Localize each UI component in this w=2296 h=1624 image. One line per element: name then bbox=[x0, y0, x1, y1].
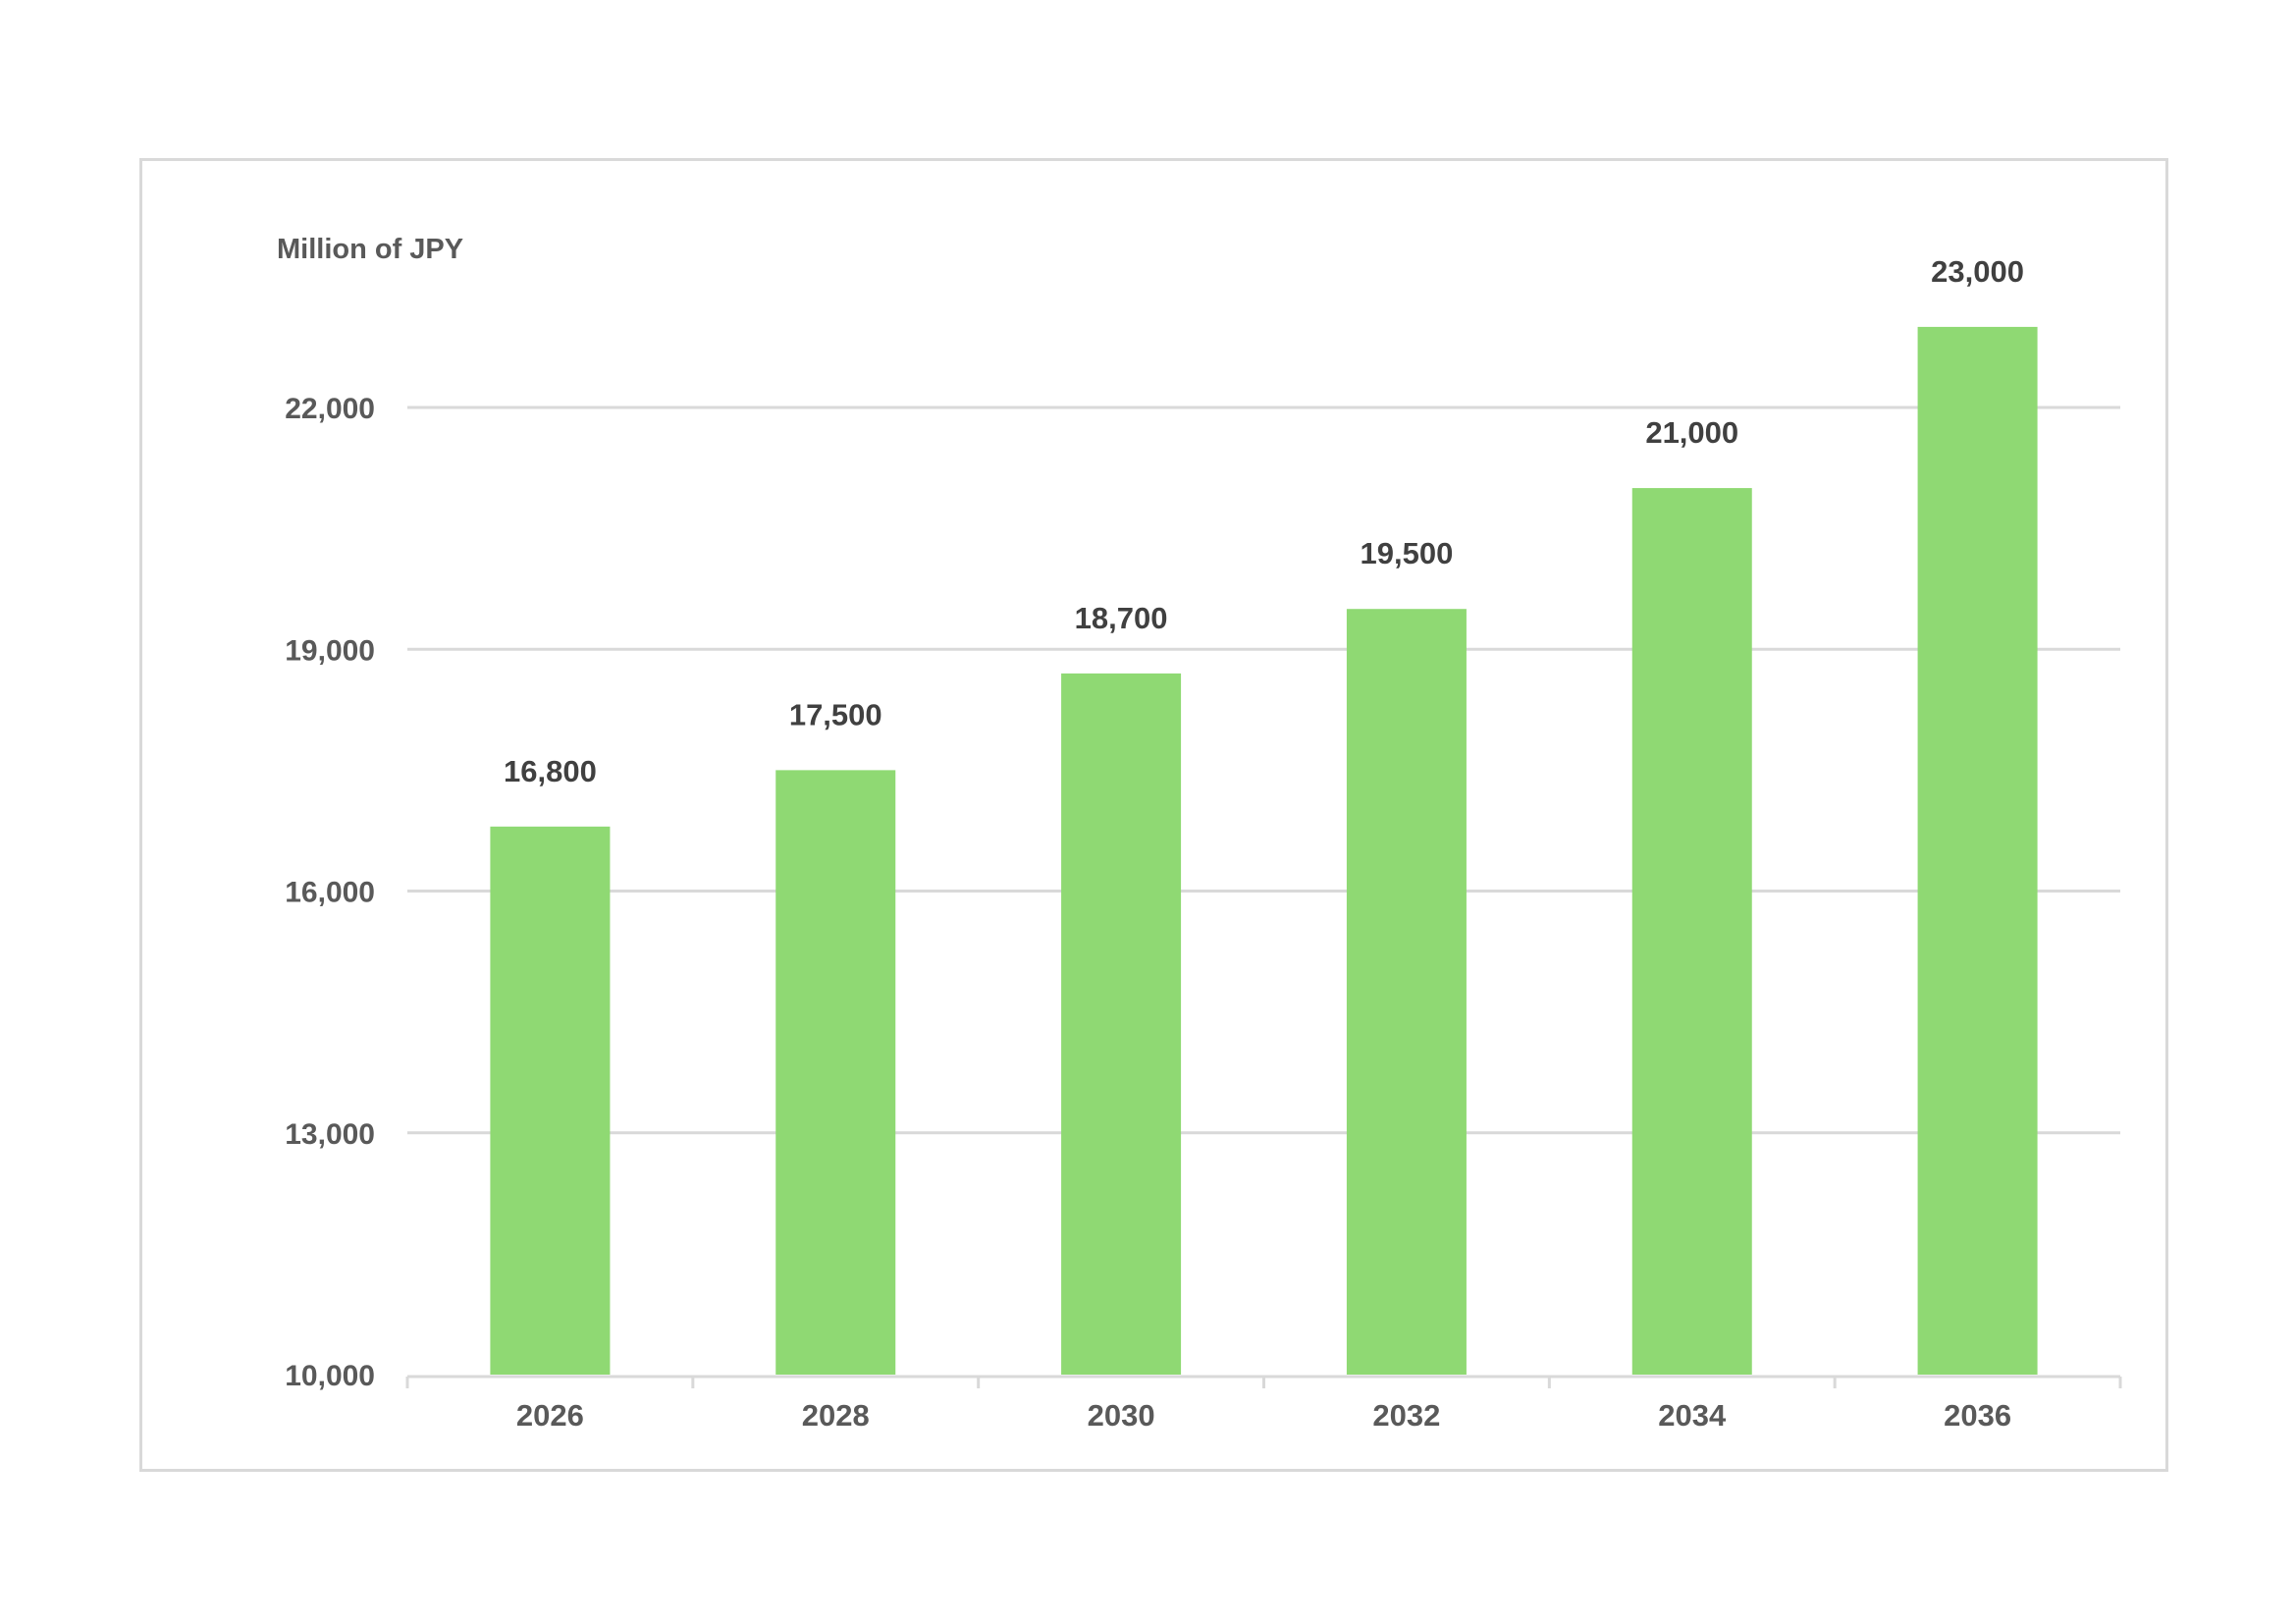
y-tick-label: 19,000 bbox=[285, 634, 375, 667]
bar-2030 bbox=[1061, 673, 1182, 1375]
bar-2036 bbox=[1917, 326, 2038, 1376]
x-tick-label: 2032 bbox=[1372, 1398, 1440, 1433]
y-tick-label: 22,000 bbox=[285, 393, 375, 425]
data-label: 21,000 bbox=[1645, 415, 1738, 450]
x-tick-label: 2036 bbox=[1944, 1398, 2011, 1433]
data-label: 19,500 bbox=[1361, 536, 1454, 570]
bar-2032 bbox=[1346, 609, 1467, 1375]
x-tick-label: 2030 bbox=[1088, 1398, 1155, 1433]
y-tick-label: 16,000 bbox=[285, 877, 375, 909]
data-label: 16,800 bbox=[504, 754, 597, 788]
bar-2026 bbox=[490, 826, 611, 1375]
data-label: 18,700 bbox=[1075, 601, 1168, 635]
bar-2034 bbox=[1631, 488, 1752, 1375]
bar-2028 bbox=[775, 770, 896, 1375]
x-tick-label: 2028 bbox=[802, 1398, 870, 1433]
y-tick-label: 13,000 bbox=[285, 1118, 375, 1151]
y-tick-label: 10,000 bbox=[285, 1360, 375, 1392]
data-label: 17,500 bbox=[789, 697, 882, 731]
x-tick-label: 2026 bbox=[516, 1398, 584, 1433]
y-axis-unit-label: Million of JPY bbox=[277, 234, 464, 265]
data-label: 23,000 bbox=[1931, 254, 2024, 289]
x-tick-label: 2034 bbox=[1658, 1398, 1727, 1433]
